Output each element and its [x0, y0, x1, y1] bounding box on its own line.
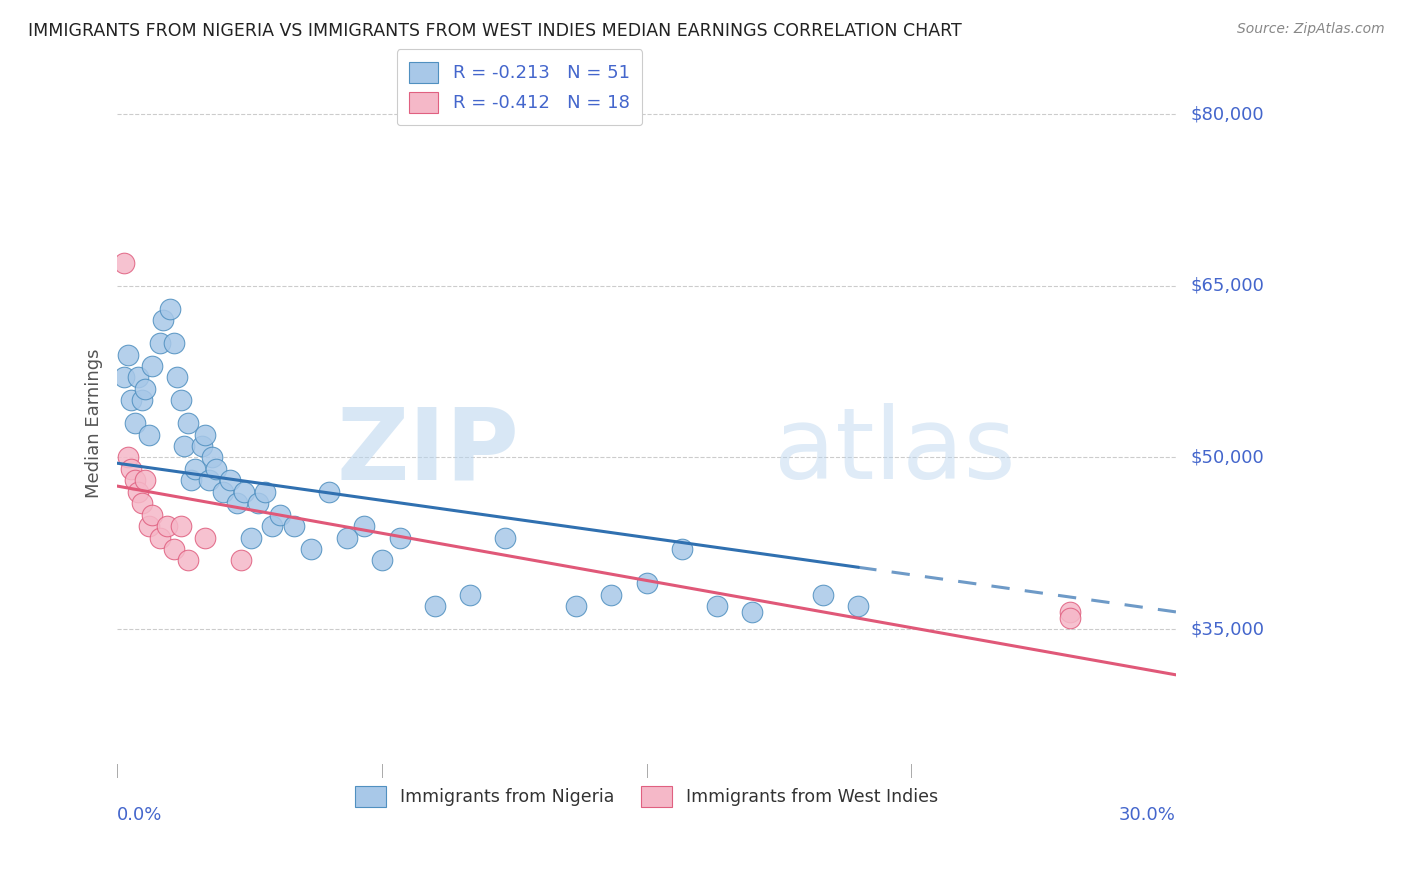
Point	[269, 508, 291, 522]
Point	[229, 553, 252, 567]
Point	[254, 484, 277, 499]
Point	[458, 588, 481, 602]
Point	[219, 474, 242, 488]
Point	[120, 462, 142, 476]
Point	[131, 496, 153, 510]
Point	[173, 439, 195, 453]
Point	[141, 508, 163, 522]
Point	[131, 393, 153, 408]
Text: 0.0%: 0.0%	[117, 806, 163, 824]
Point	[127, 370, 149, 384]
Point	[1059, 605, 1081, 619]
Point	[299, 541, 322, 556]
Point	[127, 484, 149, 499]
Point	[240, 531, 263, 545]
Point	[112, 370, 135, 384]
Point	[388, 531, 411, 545]
Point	[336, 531, 359, 545]
Point	[112, 256, 135, 270]
Point	[152, 313, 174, 327]
Point	[124, 474, 146, 488]
Point	[124, 416, 146, 430]
Point	[117, 450, 139, 465]
Point	[212, 484, 235, 499]
Point	[134, 382, 156, 396]
Text: IMMIGRANTS FROM NIGERIA VS IMMIGRANTS FROM WEST INDIES MEDIAN EARNINGS CORRELATI: IMMIGRANTS FROM NIGERIA VS IMMIGRANTS FR…	[28, 22, 962, 40]
Point	[318, 484, 340, 499]
Point	[423, 599, 446, 614]
Point	[163, 541, 186, 556]
Point	[166, 370, 188, 384]
Text: $50,000: $50,000	[1189, 449, 1264, 467]
Text: 30.0%: 30.0%	[1119, 806, 1175, 824]
Point	[353, 519, 375, 533]
Point	[262, 519, 284, 533]
Point	[120, 393, 142, 408]
Text: $65,000: $65,000	[1189, 277, 1264, 295]
Point	[194, 427, 217, 442]
Point	[159, 301, 181, 316]
Point	[170, 519, 193, 533]
Point	[741, 605, 763, 619]
Text: $35,000: $35,000	[1189, 620, 1264, 638]
Point	[148, 336, 170, 351]
Point	[194, 531, 217, 545]
Text: $80,000: $80,000	[1189, 105, 1264, 123]
Point	[138, 427, 160, 442]
Point	[141, 359, 163, 373]
Point	[706, 599, 728, 614]
Point	[247, 496, 270, 510]
Point	[134, 474, 156, 488]
Point	[233, 484, 256, 499]
Point	[671, 541, 693, 556]
Point	[198, 474, 221, 488]
Point	[155, 519, 177, 533]
Point	[565, 599, 588, 614]
Point	[226, 496, 249, 510]
Point	[170, 393, 193, 408]
Point	[184, 462, 207, 476]
Point	[1059, 610, 1081, 624]
Legend: Immigrants from Nigeria, Immigrants from West Indies: Immigrants from Nigeria, Immigrants from…	[346, 778, 946, 815]
Point	[201, 450, 224, 465]
Point	[138, 519, 160, 533]
Point	[177, 416, 200, 430]
Point	[205, 462, 228, 476]
Point	[283, 519, 305, 533]
Point	[148, 531, 170, 545]
Point	[191, 439, 214, 453]
Text: atlas: atlas	[773, 403, 1015, 500]
Point	[163, 336, 186, 351]
Y-axis label: Median Earnings: Median Earnings	[86, 349, 103, 498]
Text: Source: ZipAtlas.com: Source: ZipAtlas.com	[1237, 22, 1385, 37]
Point	[371, 553, 394, 567]
Point	[846, 599, 869, 614]
Point	[811, 588, 834, 602]
Text: ZIP: ZIP	[336, 403, 519, 500]
Point	[600, 588, 623, 602]
Point	[180, 474, 202, 488]
Point	[636, 576, 658, 591]
Point	[494, 531, 516, 545]
Point	[117, 347, 139, 361]
Point	[177, 553, 200, 567]
